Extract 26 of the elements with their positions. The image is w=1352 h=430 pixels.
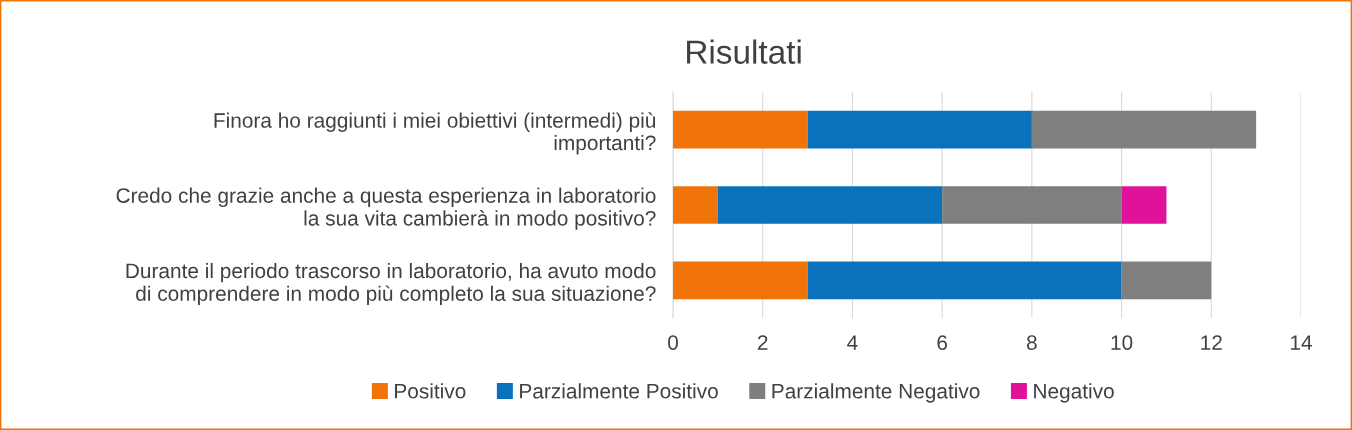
legend-label: Negativo xyxy=(1034,383,1114,403)
bar xyxy=(1031,110,1257,149)
x-tick-label: 14 xyxy=(1291,335,1312,350)
bar xyxy=(673,186,718,224)
x-tick-label: 0 xyxy=(668,335,678,350)
bar xyxy=(1121,261,1212,300)
bar xyxy=(1121,186,1167,224)
x-tick-label: 2 xyxy=(757,335,768,350)
chart-title: Risultati xyxy=(687,39,801,64)
y-tick-label: Durante il periodo trascorso in laboratorio, ha avuto modo di comprendere in modo più completo la sua situazione? xyxy=(126,262,656,306)
bar xyxy=(807,110,1032,149)
legend-label: Parzialmente Positivo xyxy=(520,383,718,399)
y-tick-label: Credo che grazie anche a questa esperienza in laboratorio la sua vita cambierà in modo positivo? xyxy=(116,187,656,230)
bar xyxy=(942,186,1122,224)
legend-label: Parzialmente Negativo xyxy=(772,383,980,403)
x-tick-label: 6 xyxy=(937,335,948,350)
legend-label: Positivo xyxy=(395,383,466,399)
x-tick-label: 10 xyxy=(1111,335,1133,350)
bar xyxy=(673,261,808,300)
y-tick-label: Finora ho raggiunti i miei obiettivi (intermedi) più importanti? xyxy=(214,112,656,155)
bar xyxy=(717,186,943,224)
bar xyxy=(807,261,1122,300)
bar xyxy=(673,110,808,149)
x-tick-label: 12 xyxy=(1201,335,1222,350)
x-tick-label: 8 xyxy=(1026,335,1037,350)
x-tick-label: 4 xyxy=(847,335,858,350)
